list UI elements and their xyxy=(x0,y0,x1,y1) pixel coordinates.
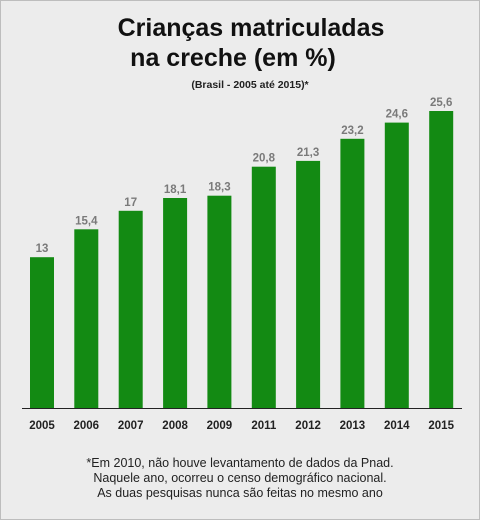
bar-2008 xyxy=(163,198,188,408)
bar-2005 xyxy=(30,257,54,408)
value-label-2015: 25,6 xyxy=(430,97,452,109)
x-tick-label-2007: 2007 xyxy=(118,420,144,432)
bar-2009 xyxy=(207,195,232,408)
value-label-2011: 20,8 xyxy=(253,153,276,165)
footnote-line-3: As duas pesquisas nunca são feitas no me… xyxy=(97,486,383,500)
bar-2015 xyxy=(429,111,454,408)
chart-title-line-1: Crianças matriculadas xyxy=(117,14,385,42)
value-label-2012: 21,3 xyxy=(297,147,319,159)
x-tick-label-2013: 2013 xyxy=(340,420,366,432)
x-tick-label-2012: 2012 xyxy=(295,420,321,432)
value-label-2006: 15,4 xyxy=(75,215,98,227)
footnote: *Em 2010, não houve levantamento de dado… xyxy=(0,456,480,501)
x-tick-label-2015: 2015 xyxy=(428,420,454,432)
chart-title-line-2: na creche (em %) xyxy=(130,44,336,72)
x-tick-label-2014: 2014 xyxy=(384,420,410,432)
value-label-2008: 18,1 xyxy=(164,184,187,196)
bar-2011 xyxy=(251,166,276,408)
x-tick-label-2005: 2005 xyxy=(29,420,55,432)
bar-2014 xyxy=(384,122,409,408)
chart-subtitle: (Brasil - 2005 até 2015)* xyxy=(191,79,309,91)
x-tick-label-2006: 2006 xyxy=(74,420,100,432)
value-label-2005: 13 xyxy=(36,243,49,255)
bar-2007 xyxy=(118,210,143,408)
value-label-2014: 24,6 xyxy=(386,109,408,121)
value-label-2013: 23,2 xyxy=(341,125,363,137)
footnote-line-1: *Em 2010, não houve levantamento de dado… xyxy=(86,456,394,470)
bar-2013 xyxy=(340,138,365,409)
x-tick-label-2011: 2011 xyxy=(251,420,277,432)
value-label-2009: 18,3 xyxy=(208,182,230,194)
bar-2012 xyxy=(296,160,321,408)
value-label-2007: 17 xyxy=(124,197,137,209)
bar-2006 xyxy=(74,229,99,408)
x-tick-label-2009: 2009 xyxy=(207,420,233,432)
footnote-line-2: Naquele ano, ocorreu o censo demográfico… xyxy=(93,471,387,485)
x-tick-label-2008: 2008 xyxy=(162,420,188,432)
